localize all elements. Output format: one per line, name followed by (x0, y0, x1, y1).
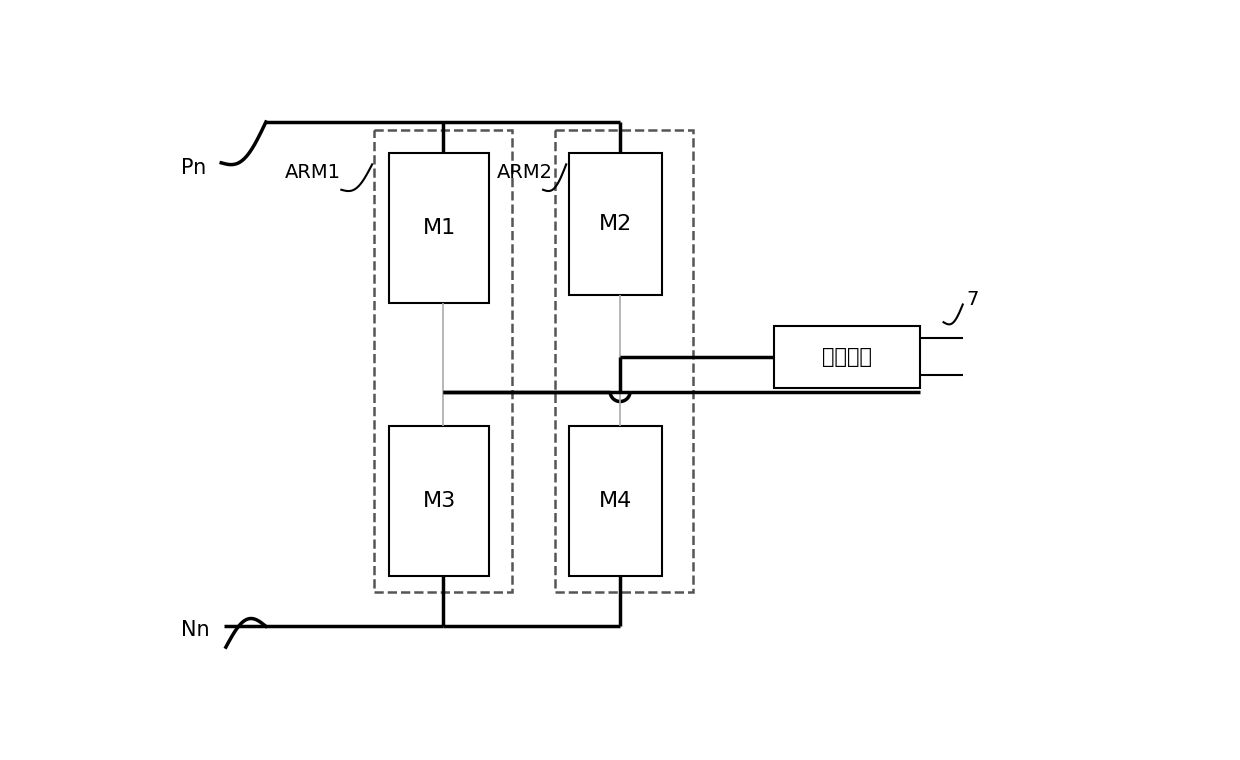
Bar (373, 130, 512, 592)
Bar (569, 426, 662, 576)
Text: 负载模块: 负载模块 (822, 347, 872, 367)
Bar (569, 153, 662, 295)
Text: M2: M2 (599, 214, 632, 234)
Bar (389, 426, 490, 576)
Text: Nn: Nn (181, 620, 210, 640)
Bar (774, 326, 920, 388)
Text: ARM2: ARM2 (497, 163, 553, 182)
Bar (554, 130, 693, 592)
Text: ARM1: ARM1 (285, 163, 341, 182)
Text: M1: M1 (423, 218, 456, 238)
Text: M3: M3 (423, 491, 456, 511)
Text: 7: 7 (967, 290, 978, 309)
Text: M4: M4 (599, 491, 632, 511)
Text: Pn: Pn (181, 158, 206, 178)
Bar (389, 153, 490, 303)
